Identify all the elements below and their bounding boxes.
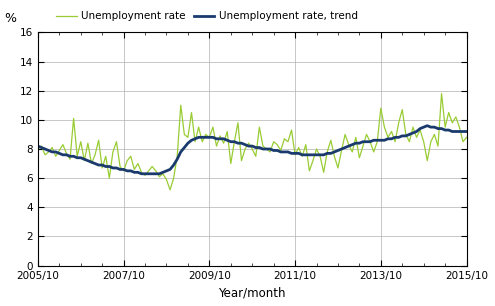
Unemployment rate bbox=[221, 141, 227, 145]
Unemployment rate bbox=[464, 136, 470, 139]
Unemployment rate, trend bbox=[464, 130, 470, 133]
Unemployment rate bbox=[35, 147, 41, 151]
Unemployment rate, trend bbox=[221, 137, 227, 141]
Unemployment rate, trend bbox=[139, 172, 145, 176]
Unemployment rate, trend bbox=[328, 151, 334, 155]
Unemployment rate bbox=[439, 92, 445, 95]
Line: Unemployment rate: Unemployment rate bbox=[38, 94, 467, 190]
Unemployment rate, trend bbox=[35, 144, 41, 148]
Unemployment rate bbox=[328, 138, 334, 142]
Unemployment rate, trend bbox=[78, 156, 84, 160]
Line: Unemployment rate, trend: Unemployment rate, trend bbox=[38, 126, 467, 174]
X-axis label: Year/month: Year/month bbox=[218, 286, 286, 299]
Legend: Unemployment rate, Unemployment rate, trend: Unemployment rate, Unemployment rate, tr… bbox=[51, 7, 362, 26]
Unemployment rate bbox=[306, 169, 312, 173]
Y-axis label: %: % bbox=[4, 12, 16, 25]
Unemployment rate, trend bbox=[442, 128, 448, 132]
Unemployment rate bbox=[167, 188, 173, 192]
Unemployment rate bbox=[78, 140, 84, 144]
Unemployment rate, trend bbox=[306, 153, 312, 157]
Unemployment rate, trend bbox=[424, 124, 430, 128]
Unemployment rate bbox=[135, 162, 141, 166]
Unemployment rate, trend bbox=[135, 170, 141, 174]
Unemployment rate bbox=[442, 125, 448, 129]
